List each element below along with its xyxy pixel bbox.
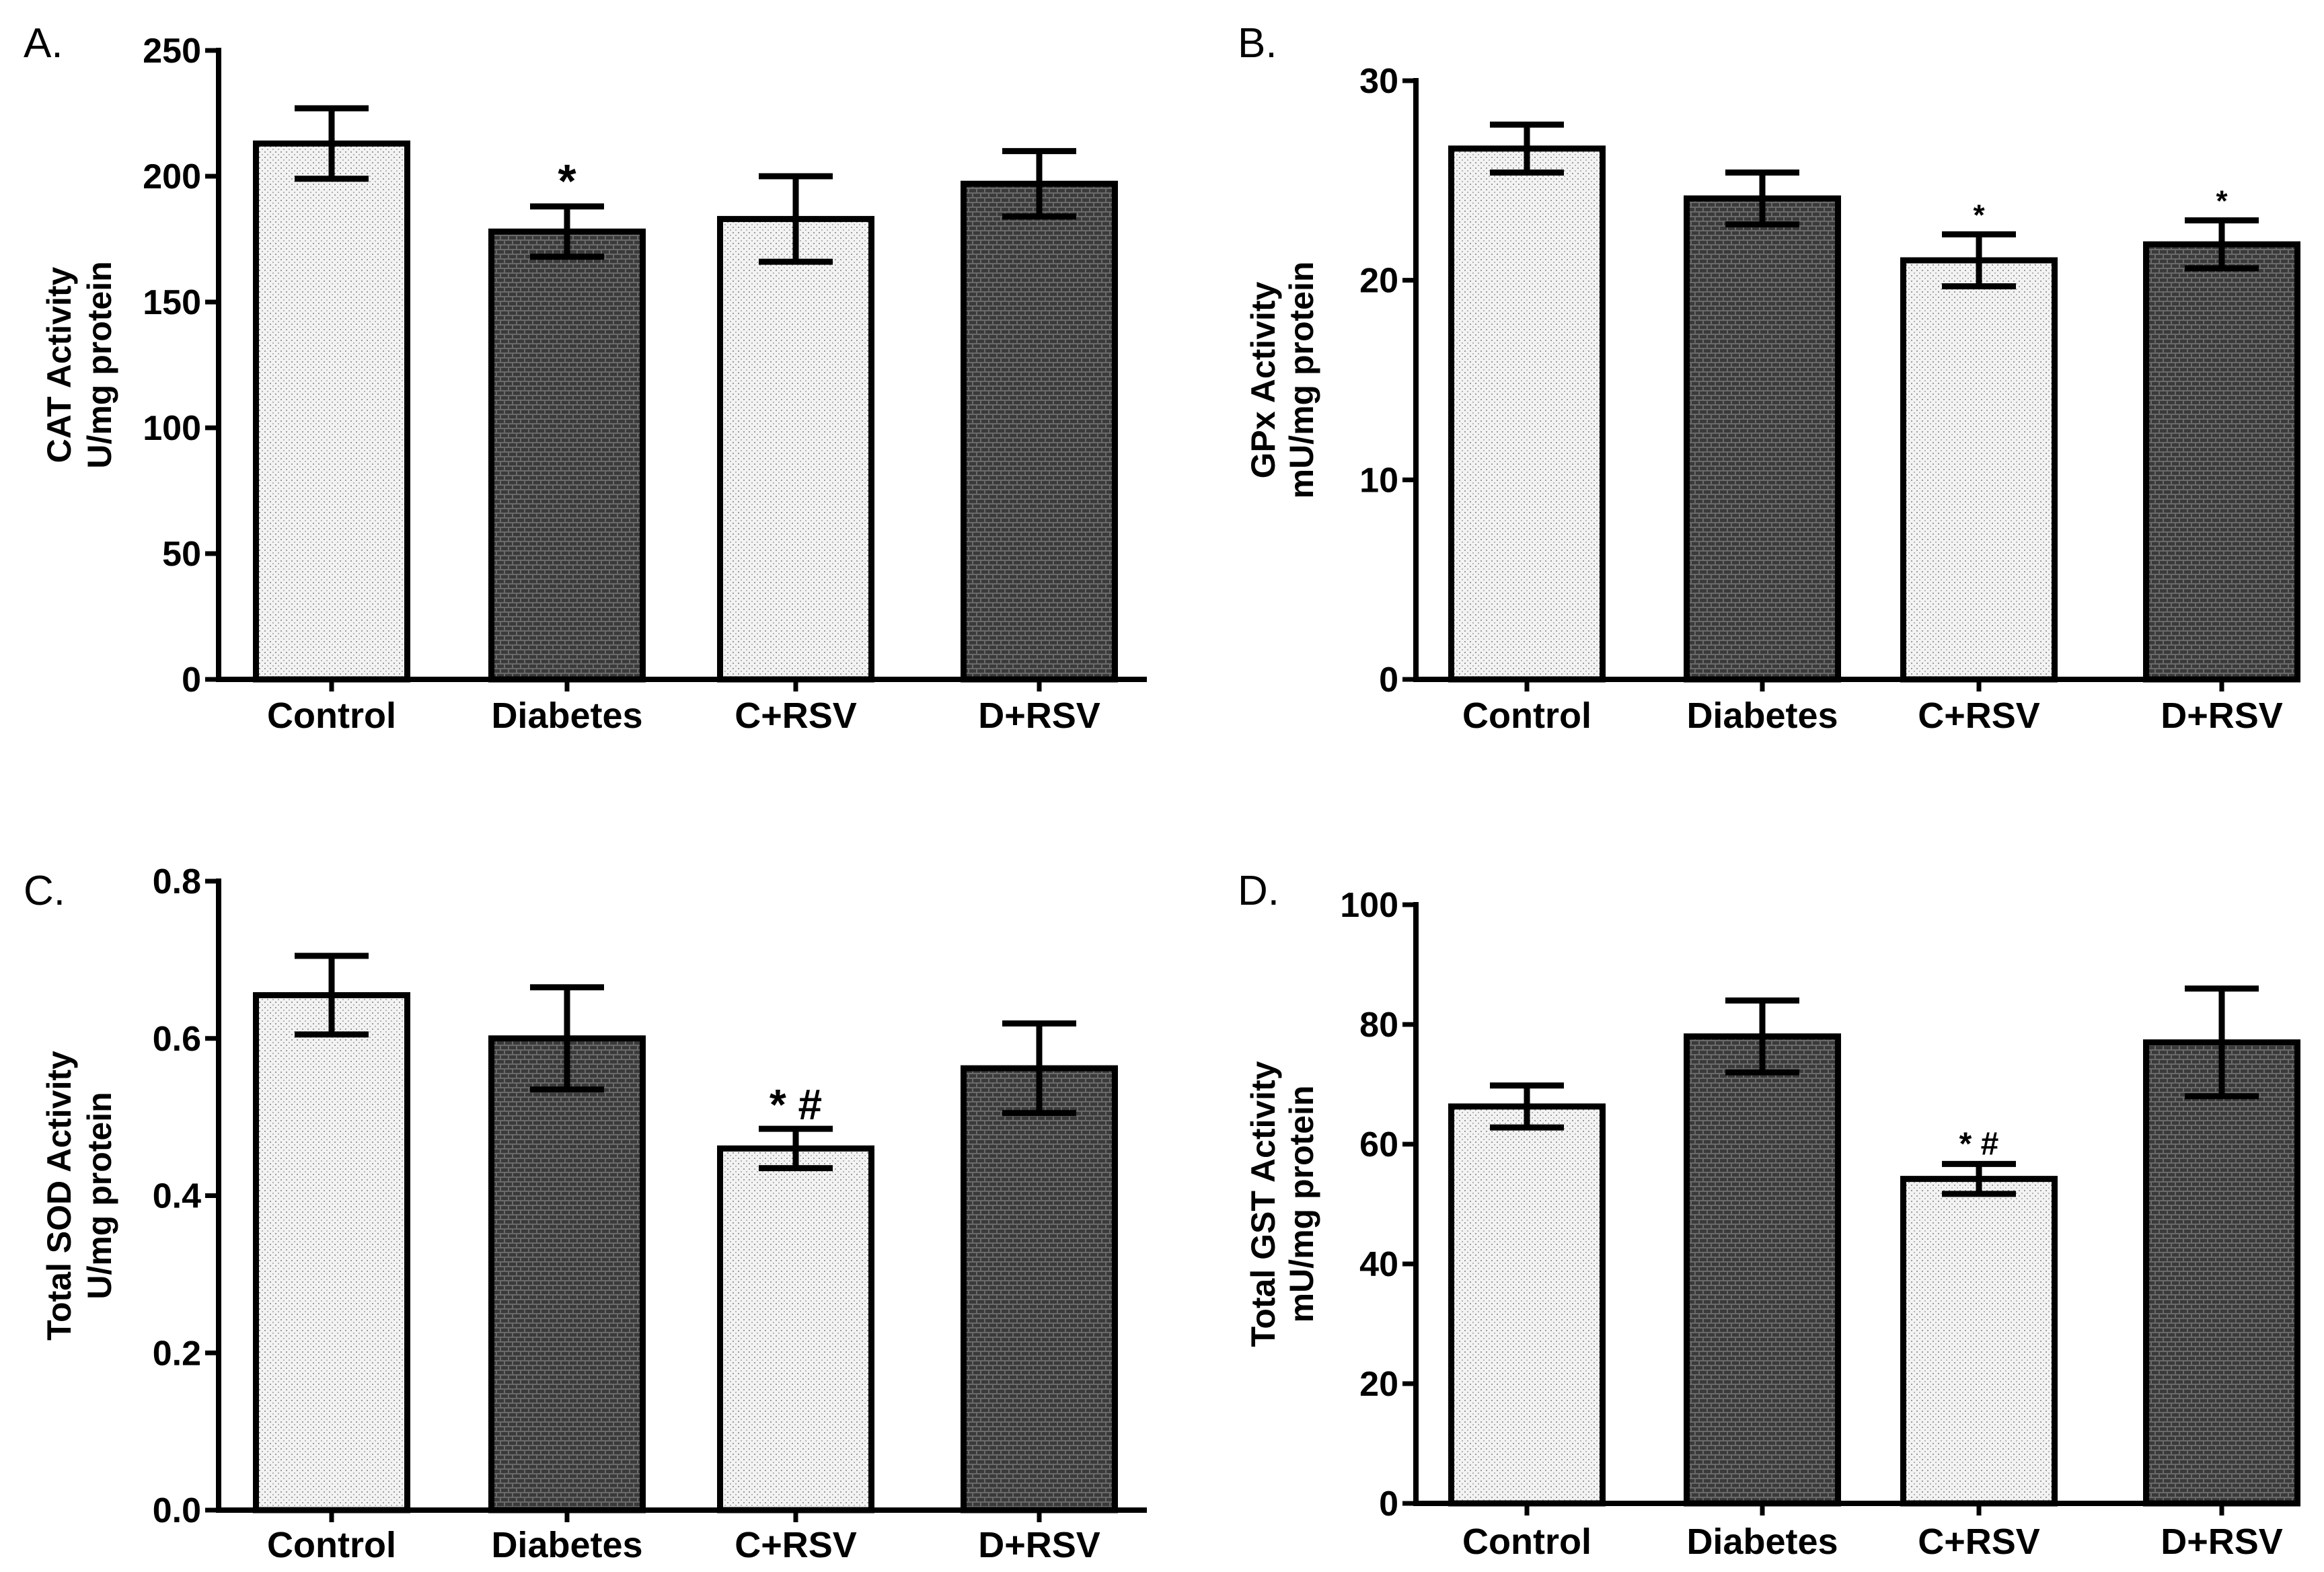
y-axis-unit-label: mU/mg protein [1283, 1086, 1320, 1323]
y-tick-label: 10 [1359, 461, 1398, 500]
y-tick-label: 0 [182, 661, 201, 700]
y-tick-label: 100 [1340, 886, 1398, 925]
y-tick-label: 40 [1359, 1245, 1398, 1284]
bar [488, 1035, 646, 1513]
y-axis-unit-label: U/mg protein [81, 1092, 118, 1299]
y-tick-label: 20 [1359, 1365, 1398, 1404]
x-tick-label: Control [1462, 696, 1591, 736]
bar [1684, 1033, 1841, 1507]
x-tick-label: Diabetes [491, 1525, 642, 1565]
panel-letter: B. [1238, 20, 1277, 67]
x-tick-label: Control [267, 1525, 396, 1565]
significance-marker: * [558, 155, 576, 207]
y-tick-label: 0.6 [153, 1020, 201, 1059]
y-tick-label: 200 [143, 157, 201, 196]
bar [253, 991, 410, 1513]
bar [1448, 1103, 1606, 1507]
y-tick-label: 150 [143, 283, 201, 322]
panel-b-chart: B. GPx Activity mU/mg protein Control Diabet… [1238, 20, 2300, 736]
y-tick-label: 60 [1359, 1125, 1398, 1164]
x-tick-label: Diabetes [1686, 1522, 1838, 1562]
panel-c-chart: C. Total SOD Activity U/mg protein Control D… [24, 862, 1147, 1565]
y-axis-unit-label: mU/mg protein [1283, 262, 1320, 499]
x-tick-label: Control [267, 696, 396, 736]
x-tick-label: D+RSV [2161, 696, 2283, 736]
x-tick-label: C+RSV [1918, 696, 2040, 736]
panel-letter: D. [1238, 868, 1279, 914]
significance-marker: * [1973, 198, 1985, 231]
significance-marker: * [2216, 185, 2228, 218]
y-tick-label: 80 [1359, 1006, 1398, 1045]
panel-a-chart: A. CAT Activity U/mg protein Control * Diabet… [24, 20, 1147, 736]
bar [253, 140, 410, 683]
y-tick-label: 0.4 [153, 1177, 201, 1216]
significance-marker: * # [1959, 1126, 1999, 1162]
y-axis-label: Total SOD Activity [40, 1051, 78, 1341]
x-tick-label: Diabetes [491, 696, 642, 736]
x-tick-label: D+RSV [2161, 1522, 2283, 1562]
panel-letter: C. [24, 868, 65, 914]
x-tick-label: Control [1462, 1522, 1591, 1562]
bar [1900, 257, 2058, 683]
y-tick-label: 0 [1379, 661, 1398, 700]
x-tick-label: Diabetes [1686, 696, 1838, 736]
y-tick-label: 100 [143, 409, 201, 448]
bar [2143, 1039, 2300, 1507]
x-tick-label: C+RSV [735, 1525, 857, 1565]
bar [961, 1065, 1118, 1513]
y-tick-label: 20 [1359, 262, 1398, 301]
x-tick-label: D+RSV [978, 696, 1100, 736]
panel-d-chart: D. Total GST Activity mU/mg protein Control… [1238, 868, 2300, 1562]
bar [1448, 145, 1606, 683]
y-axis-label: CAT Activity [40, 266, 78, 463]
y-tick-label: 0.2 [153, 1334, 201, 1373]
y-tick-label: 0 [1379, 1485, 1398, 1524]
x-tick-label: D+RSV [978, 1525, 1100, 1565]
bar [1900, 1176, 2058, 1507]
y-axis-label: Total GST Activity [1244, 1061, 1282, 1347]
significance-marker: * # [770, 1080, 822, 1129]
y-axis-label: GPx Activity [1244, 281, 1282, 478]
y-tick-label: 250 [143, 32, 201, 71]
y-axis-unit-label: U/mg protein [81, 261, 118, 468]
bar [717, 216, 874, 683]
bar [2143, 241, 2300, 683]
x-tick-label: C+RSV [1918, 1522, 2040, 1562]
panel-letter: A. [24, 20, 63, 67]
bar [1684, 195, 1841, 683]
x-tick-label: C+RSV [735, 696, 857, 736]
y-tick-label: 0.8 [153, 862, 201, 901]
y-tick-label: 30 [1359, 62, 1398, 101]
y-tick-label: 50 [162, 535, 201, 574]
y-tick-label: 0.0 [153, 1491, 201, 1530]
bar [961, 180, 1118, 683]
bar [488, 228, 646, 683]
bar [717, 1145, 874, 1513]
